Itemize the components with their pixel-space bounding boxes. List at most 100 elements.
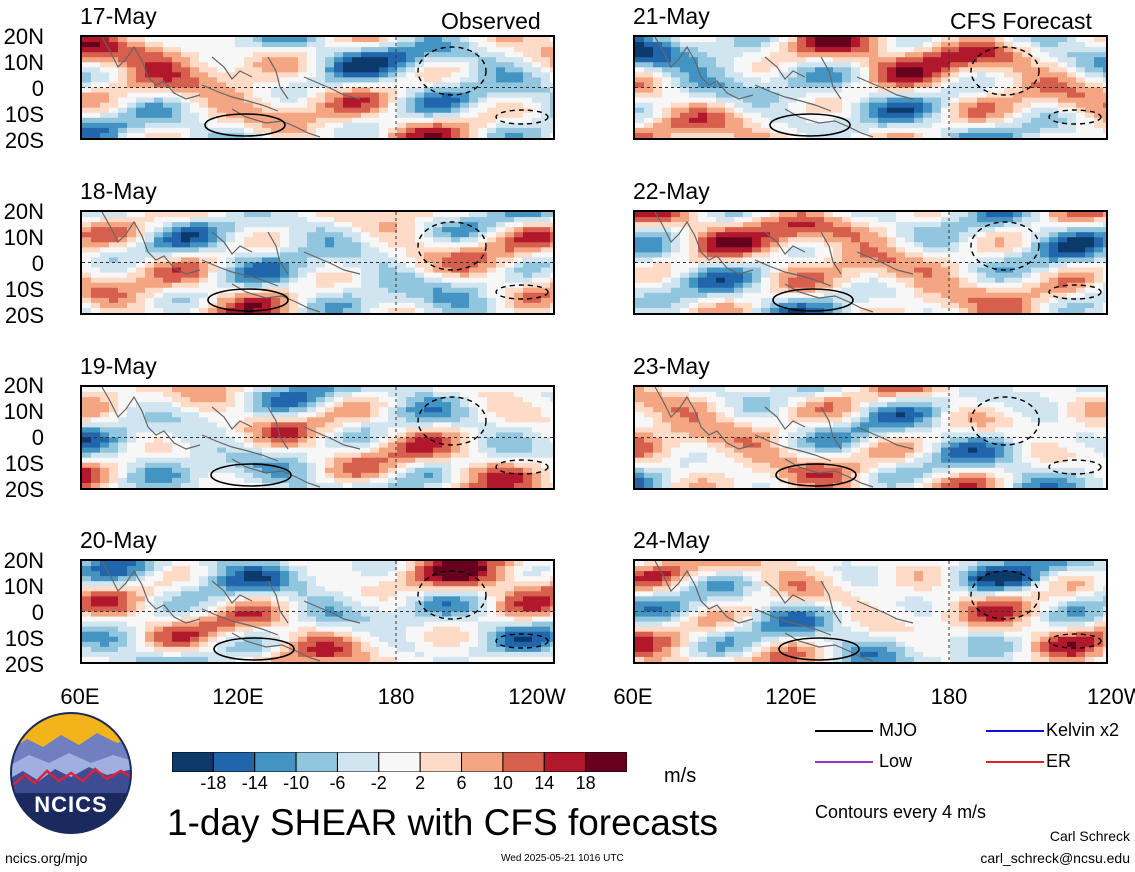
panel-date-label: 19-May: [80, 353, 157, 379]
mjo-contour: [778, 637, 860, 661]
shear-field: [82, 212, 553, 313]
colorbar-tick-label: -18: [200, 773, 227, 793]
coastline: [101, 212, 361, 313]
shear-field: [635, 561, 1106, 662]
mjo-contour: [970, 46, 1040, 96]
mjo-contour: [417, 221, 487, 271]
lat-label: 10N: [3, 225, 44, 250]
mjo-contour: [970, 396, 1040, 446]
lat-label: 10S: [4, 626, 44, 651]
mjo-contour: [1048, 284, 1102, 300]
figure-title: 1-day SHEAR with CFS forecasts: [167, 802, 719, 843]
lon-label: 180: [377, 684, 415, 709]
lat-label: 0: [31, 251, 44, 276]
coastline: [654, 387, 914, 488]
panel-date-label: 23-May: [633, 353, 710, 379]
mjo-contour: [1048, 459, 1102, 475]
coastline: [654, 561, 914, 662]
colorbar-swatch: [585, 751, 628, 773]
lon-label: 120W: [1087, 686, 1135, 708]
mjo-contour: [207, 288, 289, 312]
panel-date-label: 20-May: [80, 527, 157, 553]
lon-label: 120E: [765, 684, 817, 709]
legend-swatch-low: [815, 761, 873, 763]
map-panel: [633, 210, 1108, 315]
colorbar-swatch: [419, 751, 463, 773]
colorbar-tick-label: 6: [456, 773, 467, 793]
mjo-contour: [210, 463, 292, 487]
colorbar-tick-label: -10: [283, 773, 310, 793]
colorbar-swatch: [543, 751, 587, 773]
colorbar-swatch: [212, 751, 256, 773]
footer-url: ncics.org/mjo: [5, 850, 88, 866]
lat-label: 10N: [3, 399, 44, 424]
lon-label: 60E: [60, 684, 100, 709]
colorbar-tick-label: 18: [575, 773, 596, 793]
mjo-contour: [1048, 633, 1102, 649]
lat-label: 20S: [4, 303, 44, 328]
mjo-contour: [970, 221, 1040, 271]
logo-text: NCICS: [34, 792, 108, 817]
coastline: [101, 387, 361, 488]
colorbar-swatch: [295, 751, 338, 773]
colorbar-swatch: [254, 751, 297, 773]
mjo-contour: [495, 459, 549, 475]
colorbar-tick-label: -6: [329, 773, 346, 793]
mjo-contour: [769, 113, 851, 137]
lat-label: 0: [31, 425, 44, 450]
colorbar-swatch: [336, 751, 380, 773]
panel-date-label: 22-May: [633, 178, 710, 204]
mjo-contour: [970, 570, 1040, 620]
colorbar-tick-label: -2: [370, 773, 387, 793]
lat-label: 20S: [4, 652, 44, 677]
lat-label: 20N: [3, 24, 44, 49]
lat-label: 10S: [4, 102, 44, 127]
colorbar-swatches: [171, 751, 628, 773]
footer-author: Carl Schreck: [1049, 828, 1130, 844]
panel-date-label: 18-May: [80, 178, 157, 204]
legend-swatch-mjo: [815, 730, 873, 732]
shear-field: [82, 387, 553, 488]
contour-note: Contours every 4 m/s: [815, 802, 987, 822]
lat-label: 20N: [3, 199, 44, 224]
colorbar-swatch: [378, 751, 421, 773]
shear-field: [635, 212, 1106, 313]
lat-label: 0: [31, 600, 44, 625]
lat-label: 10S: [4, 277, 44, 302]
shear-field: [635, 37, 1106, 138]
colorbar-tick-label: 10: [492, 773, 513, 793]
lon-label: 120W: [508, 684, 566, 709]
mjo-contour: [772, 288, 854, 312]
colorbar-swatch: [502, 751, 545, 773]
mjo-contour: [495, 284, 549, 300]
footer-timestamp: Wed 2025-05-21 1016 UTC: [501, 853, 624, 864]
map-panel: [633, 559, 1108, 664]
footer-email: carl_schreck@ncsu.edu: [980, 850, 1130, 866]
mjo-contour: [213, 637, 295, 661]
legend-label-kelvin: Kelvin x2: [1046, 720, 1120, 740]
colorbar-tick-label: 14: [534, 773, 555, 793]
colorbar: [171, 751, 628, 773]
ncics-logo: NCICS: [9, 711, 133, 835]
lat-label: 10S: [4, 451, 44, 476]
lon-label: 60E: [613, 684, 653, 709]
mjo-contour: [495, 109, 549, 125]
map-panel: [80, 559, 555, 664]
mjo-contour: [1048, 109, 1102, 125]
legend-label-er: ER: [1046, 751, 1072, 771]
lat-label: 20N: [3, 373, 44, 398]
colorbar-units: m/s: [664, 765, 697, 787]
mjo-contour: [775, 463, 857, 487]
lon-label: 180: [930, 684, 968, 709]
mjo-contour: [417, 570, 487, 620]
map-panel: [633, 35, 1108, 140]
shear-field: [82, 37, 553, 138]
lat-label: 20S: [4, 477, 44, 502]
lat-label: 20N: [3, 548, 44, 573]
map-panel: [80, 385, 555, 490]
lat-label: 10N: [3, 50, 44, 75]
map-panel: [633, 385, 1108, 490]
shear-field: [82, 561, 553, 662]
legend-swatch-er: [986, 761, 1044, 763]
legend-label-low: Low: [879, 751, 913, 771]
